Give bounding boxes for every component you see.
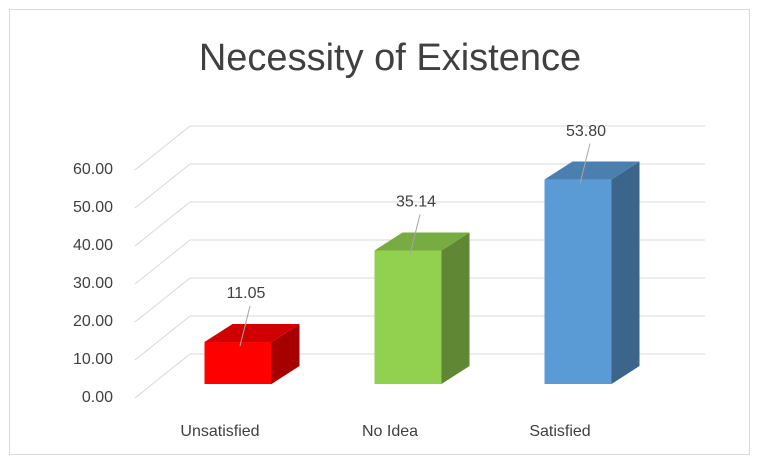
bar	[374, 250, 442, 384]
grid-line	[134, 315, 191, 361]
bar	[204, 342, 272, 384]
leader-line	[579, 143, 591, 184]
grid-line	[134, 201, 191, 247]
y-tick-label: 50.00	[73, 199, 113, 216]
leader-line	[239, 305, 251, 347]
data-label: 53.80	[566, 123, 606, 140]
data-label: 11.05	[227, 285, 266, 302]
data-label: 35.14	[396, 194, 436, 211]
grid-line	[134, 125, 191, 171]
y-tick-label: 60.00	[73, 161, 113, 178]
chart-title: Necessity of Existence	[199, 37, 581, 79]
y-tick-label: 30.00	[73, 275, 113, 292]
grid-line	[134, 239, 191, 285]
x-tick-label: No Idea	[362, 423, 418, 440]
x-tick-label: Unsatisfied	[180, 423, 259, 440]
leader-line	[409, 214, 421, 255]
y-tick-label: 0.00	[82, 389, 113, 406]
y-tick-label: 40.00	[73, 237, 113, 254]
bar-top	[374, 232, 470, 251]
grid-line	[134, 277, 191, 323]
x-tick-label: Satisfied	[529, 423, 590, 440]
grid-line	[134, 353, 191, 399]
grid-line	[134, 163, 191, 209]
bar-side	[271, 324, 300, 384]
y-tick-label: 20.00	[73, 313, 113, 330]
y-tick-label: 10.00	[73, 351, 113, 368]
bar-side	[441, 232, 470, 384]
bar	[544, 179, 612, 384]
bar-side	[611, 161, 640, 384]
bar-top	[544, 161, 640, 180]
bar-top	[204, 324, 300, 343]
